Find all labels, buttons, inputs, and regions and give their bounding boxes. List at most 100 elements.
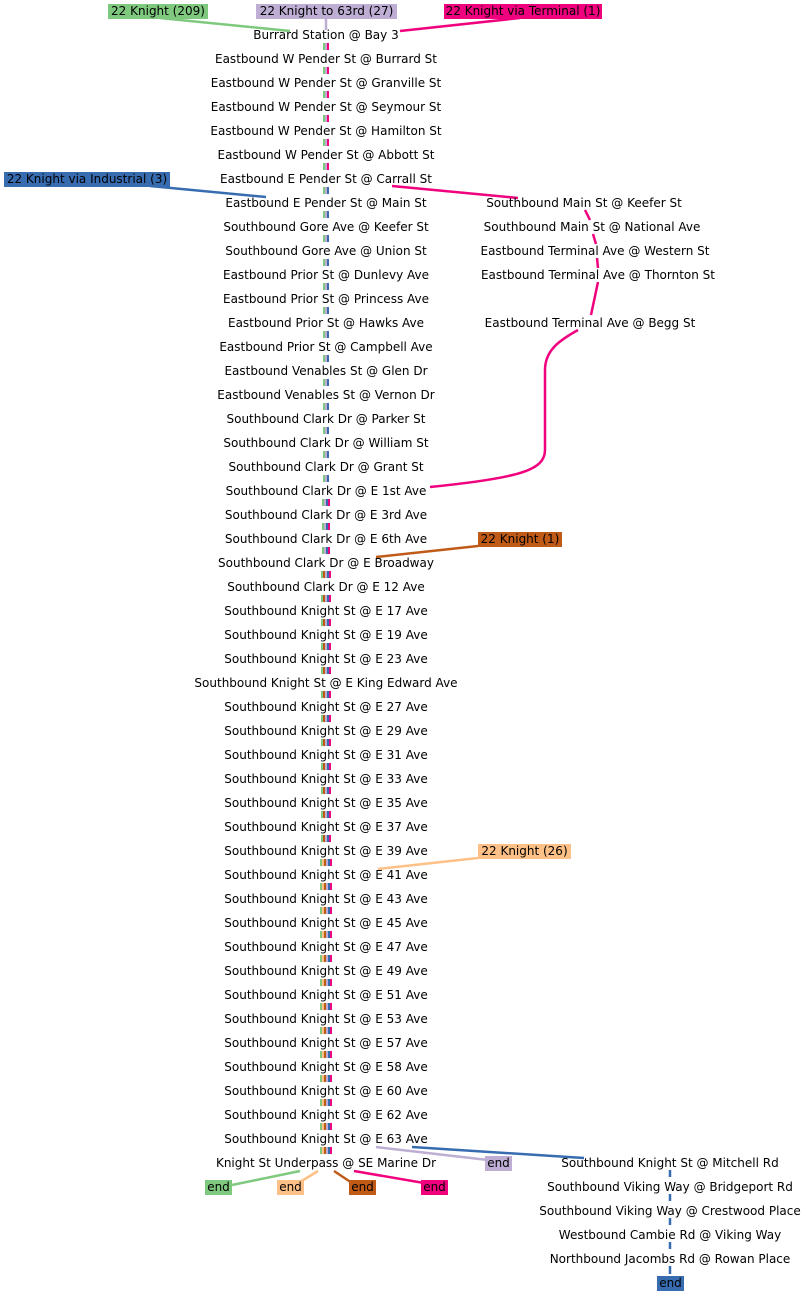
trunk-segment <box>328 1051 330 1058</box>
trunk-segment <box>326 979 328 986</box>
trunk-segment <box>326 1123 328 1130</box>
trunk-segment <box>327 787 329 794</box>
trunk-segment <box>325 667 327 674</box>
trunk-segment <box>325 787 327 794</box>
end-marker-knight-1[interactable]: end <box>349 1180 376 1195</box>
route-line-knight-209-start <box>159 16 291 33</box>
trunk-segment <box>324 931 326 938</box>
route-label-knight-terminal[interactable]: 22 Knight via Terminal (1) <box>444 4 602 19</box>
trunk-segment <box>322 883 324 890</box>
trunk-segment <box>323 307 325 314</box>
trunk-segment <box>322 1051 324 1058</box>
trunk-segment <box>321 643 323 650</box>
stop-label: Eastbound W Pender St @ Hamilton St <box>210 124 441 138</box>
trunk-segment <box>324 1027 326 1034</box>
trunk-segment <box>323 835 325 842</box>
trunk-segment <box>320 1003 322 1010</box>
route-label-knight-1[interactable]: 22 Knight (1) <box>478 532 562 547</box>
trunk-segment <box>321 715 323 722</box>
stop-label: Eastbound E Pender St @ Main St <box>225 196 426 210</box>
stop-label: Eastbound Venables St @ Glen Dr <box>224 364 427 378</box>
trunk-segment <box>327 43 329 50</box>
trunk-segment <box>322 1147 324 1154</box>
trunk-segment <box>327 739 329 746</box>
trunk-segment <box>321 811 323 818</box>
trunk-segment <box>327 331 329 338</box>
trunk-segment <box>320 955 322 962</box>
trunk-segment <box>320 1099 322 1106</box>
stop-label: Southbound Knight St @ E 58 Ave <box>224 1060 427 1074</box>
trunk-segment <box>325 235 327 242</box>
stop-label: Southbound Knight St @ E 49 Ave <box>224 964 427 978</box>
end-marker-knight-terminal[interactable]: end <box>421 1180 448 1195</box>
stop-label: Southbound Clark Dr @ E 3rd Ave <box>225 508 427 522</box>
trunk-segment <box>325 643 327 650</box>
route-label-knight-63rd[interactable]: 22 Knight to 63rd (27) <box>256 4 397 19</box>
terminal-stop-label: Southbound Main St @ Keefer St <box>486 196 682 210</box>
route-line-63rd-end <box>375 1145 489 1162</box>
trunk-segment <box>323 811 325 818</box>
stop-labels: Burrard Station @ Bay 3 Eastbound W Pende… <box>194 28 800 1266</box>
trunk-segment <box>322 499 324 506</box>
trunk-segment <box>323 715 325 722</box>
trunk-segment <box>323 643 325 650</box>
trunk-segment <box>329 619 331 626</box>
end-marker-knight-industrial[interactable]: end <box>657 1276 684 1291</box>
trunk-segment <box>322 907 324 914</box>
trunk-segment <box>325 283 327 290</box>
trunk-segment <box>325 835 327 842</box>
trunk-segment <box>327 163 329 170</box>
trunk-segment <box>328 1099 330 1106</box>
trunk-segment <box>323 91 325 98</box>
trunk-segment <box>327 571 329 578</box>
svg-text:22 Knight (209): 22 Knight (209) <box>111 4 205 18</box>
route-label-knight-26[interactable]: 22 Knight (26) <box>478 844 571 859</box>
trunk-segment <box>329 643 331 650</box>
trunk-segment <box>328 1123 330 1130</box>
end-marker-knight-26[interactable]: end <box>277 1180 304 1195</box>
route-line-knight-terminal-start <box>399 16 521 33</box>
trunk-segment <box>323 451 325 458</box>
trunk-segment <box>320 1027 322 1034</box>
trunk-segment <box>330 859 332 866</box>
trunk-segment <box>326 1027 328 1034</box>
trunk-segment <box>323 763 325 770</box>
trunk-segment <box>325 595 327 602</box>
trunk-segment <box>326 955 328 962</box>
stop-label: Eastbound Prior St @ Campbell Ave <box>219 340 432 354</box>
trunk-segment <box>320 859 322 866</box>
trunk-segment <box>327 235 329 242</box>
industrial-stop-label: Westbound Cambie Rd @ Viking Way <box>559 1228 781 1242</box>
trunk-segment <box>326 883 328 890</box>
trunk-segment <box>325 139 327 146</box>
trunk-segment <box>325 379 327 386</box>
trunk-segment <box>323 43 325 50</box>
stop-label: Southbound Knight St @ E 51 Ave <box>224 988 427 1002</box>
trunk-segment <box>327 595 329 602</box>
end-marker-knight-209[interactable]: end <box>205 1180 232 1195</box>
stop-label: Southbound Knight St @ E 23 Ave <box>224 652 427 666</box>
trunk-segment <box>326 907 328 914</box>
trunk-segment <box>324 1051 326 1058</box>
trunk-segment <box>320 883 322 890</box>
svg-text:end: end <box>659 1276 682 1290</box>
trunk-segment <box>324 907 326 914</box>
trunk-segment <box>323 475 325 482</box>
stop-label: Southbound Gore Ave @ Union St <box>225 244 427 258</box>
end-marker-knight-63rd[interactable]: end <box>485 1156 512 1171</box>
trunk-segment <box>327 691 329 698</box>
trunk-segment <box>326 859 328 866</box>
trunk-segment <box>328 523 330 530</box>
stop-label: Southbound Knight St @ E 63 Ave <box>224 1132 427 1146</box>
stop-label: Knight St Underpass @ SE Marine Dr <box>216 1156 436 1170</box>
route-label-knight-209[interactable]: 22 Knight (209) <box>108 4 208 19</box>
trunk-segment <box>327 811 329 818</box>
route-label-knight-industrial[interactable]: 22 Knight via Industrial (3) <box>4 172 170 187</box>
industrial-stop-label: Northbound Jacombs Rd @ Rowan Place <box>550 1252 791 1266</box>
stop-label: Southbound Clark Dr @ E Broadway <box>218 556 434 570</box>
stop-label: Southbound Knight St @ E 57 Ave <box>224 1036 427 1050</box>
stop-label: Southbound Knight St @ E 33 Ave <box>224 772 427 786</box>
trunk-segment <box>322 1027 324 1034</box>
svg-text:end: end <box>351 1180 374 1194</box>
stop-label: Southbound Knight St @ E 53 Ave <box>224 1012 427 1026</box>
